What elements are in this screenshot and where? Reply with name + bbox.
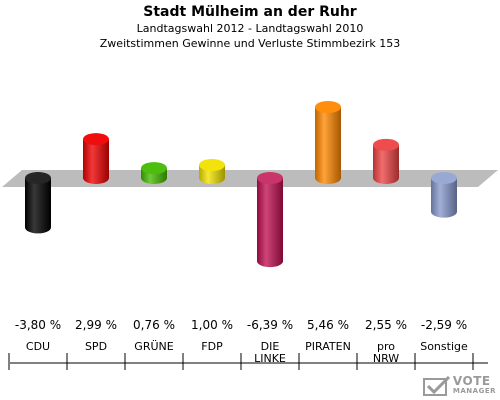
category-separators xyxy=(8,353,488,370)
value-label: 5,46 % xyxy=(307,318,349,332)
category-label: DIE LINKE xyxy=(254,340,286,365)
bar-top-cap xyxy=(83,133,109,146)
category-label: PIRATEN xyxy=(305,340,351,353)
chart-title: Stadt Mülheim an der Ruhr xyxy=(143,4,357,20)
zero-baseline-plane xyxy=(2,170,498,187)
bar-bottom-cap xyxy=(199,172,225,184)
bar-bottom-cap xyxy=(431,205,457,218)
value-label: 1,00 % xyxy=(191,318,233,332)
logo-line1: VOTE xyxy=(452,374,491,388)
bar-sonstige xyxy=(431,172,457,218)
bar-body xyxy=(257,178,283,262)
value-label: -2,59 % xyxy=(420,318,468,332)
bar-body xyxy=(83,139,109,178)
value-label: 0,76 % xyxy=(133,318,175,332)
bar-top-cap xyxy=(25,172,51,184)
category-label: CDU xyxy=(25,340,51,353)
bar-top-cap xyxy=(141,162,167,175)
bar-spd xyxy=(83,133,109,184)
value-label: -6,39 % xyxy=(246,318,294,332)
category-label: FDP xyxy=(201,340,223,353)
checkmark-icon xyxy=(422,376,450,396)
value-label: 2,55 % xyxy=(365,318,407,332)
bar-pro-nrw xyxy=(373,138,399,184)
bar-top-cap xyxy=(199,159,225,171)
category-label: Sonstige xyxy=(420,340,468,353)
bar-bottom-cap xyxy=(315,172,341,184)
category-label: GRÜNE xyxy=(134,340,174,353)
logo-line2: MANAGER xyxy=(452,387,496,395)
category-labels: CDU SPD GRÜNE FDP DIE LINKE PIRATEN pro NRW Sonst… xyxy=(0,341,500,381)
bar-cdu xyxy=(25,172,51,234)
bar-piraten xyxy=(315,101,341,184)
value-label: 2,99 % xyxy=(75,318,117,332)
category-label: SPD xyxy=(84,340,108,353)
bar-bottom-cap xyxy=(373,172,399,184)
chart-subtitle-description: Zweitstimmen Gewinne und Verluste Stimmb… xyxy=(99,37,401,50)
baseline-plane xyxy=(2,170,498,187)
value-label: -3,80 % xyxy=(14,318,62,332)
value-labels: -3,80 % 2,99 % 0,76 % 1,00 % -6,39 % 5,46 % 2,… xyxy=(0,318,500,338)
bar-body xyxy=(25,178,51,228)
bar-bottom-cap xyxy=(257,255,283,268)
bar-top-cap xyxy=(373,138,399,151)
bar-bottom-cap xyxy=(141,172,167,184)
category-label: pro NRW xyxy=(372,340,400,365)
bar-top-cap xyxy=(257,172,283,184)
bar-top-cap xyxy=(315,101,341,114)
chart-subtitle-years: Landtagswahl 2012 - Landtagswahl 2010 xyxy=(136,22,364,35)
bar-die-linke xyxy=(257,172,283,268)
bar-bottom-cap xyxy=(83,172,109,184)
vote-manager-logo: VOTE MANAGER xyxy=(422,374,496,396)
bar-grüne xyxy=(141,162,167,184)
bar-body xyxy=(315,107,341,178)
bar-top-cap xyxy=(431,172,457,184)
chart-titles: Stadt Mülheim an der Ruhr Landtagswahl 2… xyxy=(0,3,500,51)
bar-fdp xyxy=(199,159,225,184)
bars-group xyxy=(25,101,457,268)
bar-bottom-cap xyxy=(25,221,51,234)
